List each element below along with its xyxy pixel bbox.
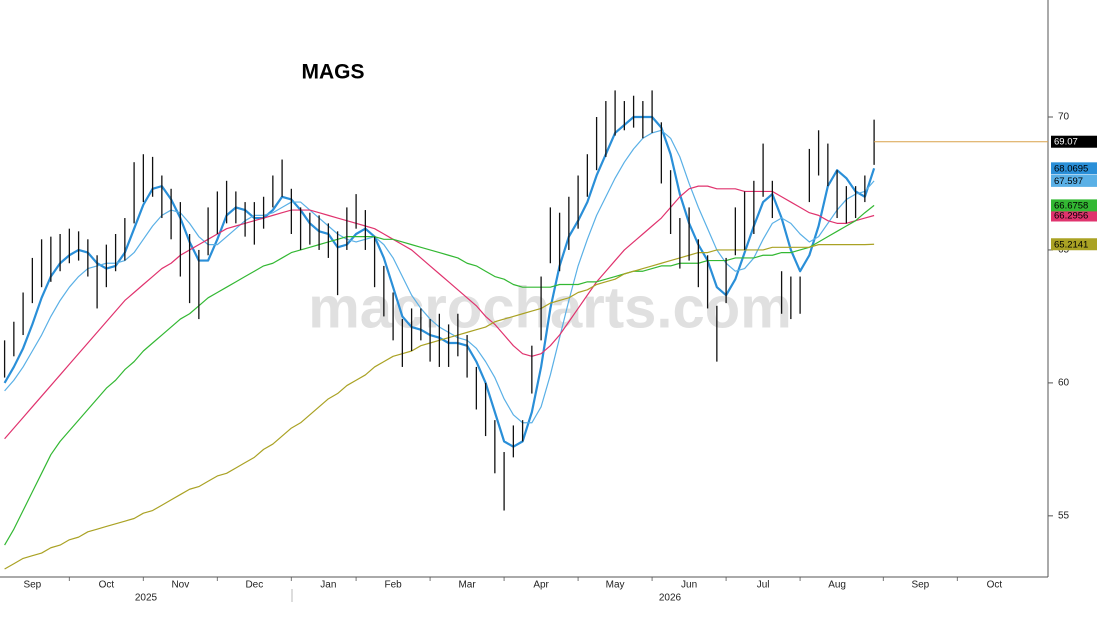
axis-value-box — [1051, 162, 1097, 175]
year-label: 2026 — [659, 593, 682, 604]
y-tick-label: 60 — [1058, 378, 1070, 389]
axis-value-label: 66.2956 — [1054, 211, 1088, 222]
x-tick-label: Nov — [171, 580, 189, 591]
x-tick-label: Aug — [828, 580, 846, 591]
x-tick-label: Jun — [681, 580, 697, 591]
axis-value-box — [1051, 238, 1097, 251]
x-tick-label: Apr — [533, 580, 549, 591]
y-tick-label: 55 — [1058, 510, 1070, 521]
price-bars — [3, 90, 875, 511]
x-tick-label: Jul — [757, 580, 770, 591]
x-tick-label: Oct — [987, 580, 1003, 591]
moving-average-line — [4, 204, 875, 546]
year-label: 2025 — [135, 593, 158, 604]
axis-value-box — [1051, 135, 1097, 148]
axis-value-label: 68.0695 — [1054, 163, 1088, 174]
y-tick-label: 70 — [1058, 112, 1070, 123]
x-tick-label: May — [606, 580, 625, 591]
axis-value-box — [1051, 199, 1097, 212]
axis-value-label: 65.2141 — [1054, 239, 1088, 250]
x-tick-label: Mar — [458, 580, 476, 591]
x-tick-label: Feb — [384, 580, 402, 591]
axis-value-label: 66.6758 — [1054, 200, 1088, 211]
x-tick-label: Dec — [245, 580, 263, 591]
chart-title: MAGS — [302, 61, 365, 84]
axis-labels: 55606570SepOctNovDecJanFebMarAprMayJunJu… — [23, 112, 1097, 604]
axis-value-box — [1051, 174, 1097, 187]
axis-value-box — [1051, 209, 1097, 222]
x-tick-label: Sep — [23, 580, 41, 591]
x-tick-label: Sep — [911, 580, 929, 591]
moving-average-line — [4, 185, 875, 440]
axis-value-label: 67.597 — [1054, 176, 1083, 187]
axis-value-label: 69.07 — [1054, 137, 1078, 148]
x-tick-label: Oct — [99, 580, 115, 591]
x-tick-label: Jan — [320, 580, 336, 591]
axes-layer — [68, 116, 1053, 581]
